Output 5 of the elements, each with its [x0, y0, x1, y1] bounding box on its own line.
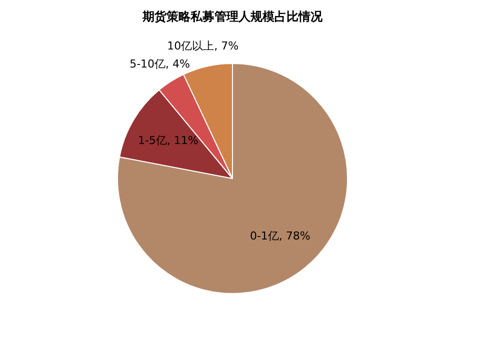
chart-title: 期货策略私募管理人规模占比情况	[142, 10, 324, 24]
slice-label: 5-10亿, 4%	[130, 57, 190, 70]
slice-label: 0-1亿, 78%	[250, 230, 310, 243]
slice-label: 1-5亿, 11%	[138, 134, 198, 147]
slice-label: 10亿以上, 7%	[167, 40, 239, 53]
